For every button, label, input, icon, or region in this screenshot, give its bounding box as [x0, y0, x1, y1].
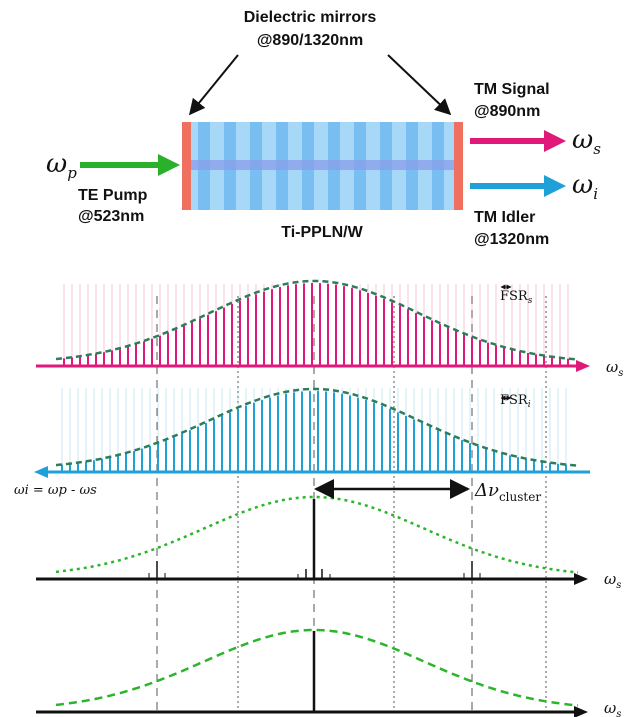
mirror-pointer-right-arrow	[387, 54, 452, 116]
idler-arrow-head	[544, 175, 566, 197]
signal-arrow-head	[544, 130, 566, 152]
idler-resonance-peaks	[61, 391, 567, 472]
single-envelope	[55, 628, 579, 707]
mirror-right	[454, 122, 463, 210]
signal-label-line2: @890nm	[474, 103, 540, 120]
idler-axis-relation: ωi = ωp - ωs	[14, 483, 97, 498]
signal-comb-panel: ωs FSRs	[36, 279, 623, 379]
single-axis-label: ωs	[604, 699, 621, 717]
idler-axis-arrow-head	[34, 466, 48, 478]
idler-omega-symbol: ωi	[572, 170, 598, 203]
cluster-spacing-label: Δνcluster	[474, 480, 541, 504]
pump-label-line1: TE Pump	[78, 187, 148, 204]
signal-fsr-label: FSRs	[500, 289, 533, 306]
idler-label-line1: TM Idler	[474, 209, 535, 226]
cluster-panel: ωs Δνcluster	[36, 479, 621, 591]
single-axis-arrow-head	[574, 706, 588, 717]
waveguide-crystal	[182, 122, 463, 210]
cluster-envelope	[55, 495, 579, 574]
cluster-axis-arrow-head	[574, 573, 588, 585]
mirror-left	[182, 122, 191, 210]
waveguide-label: Ti-PPLN/W	[281, 224, 363, 241]
idler-fsr-label: FSRi	[500, 393, 531, 410]
single-mode-panel: ωs	[36, 628, 621, 717]
idler-label-line2: @1320nm	[474, 231, 549, 248]
pump-label-line2: @523nm	[78, 208, 144, 225]
setup-schematic: Dielectric mirrors @890/1320nm Ti-PPLN/W…	[46, 9, 601, 248]
signal-label-line1: TM Signal	[474, 81, 550, 98]
pump-omega-symbol: ωp	[46, 149, 77, 182]
mirrors-label-line1: Dielectric mirrors	[244, 9, 377, 26]
pump-arrow-head	[158, 154, 180, 176]
mirrors-label-line2: @890/1320nm	[257, 32, 363, 49]
signal-envelope	[55, 279, 579, 361]
signal-axis-arrow-head	[576, 360, 590, 372]
signal-axis-label: ωs	[606, 358, 623, 379]
vertical-guide-lines	[156, 296, 547, 712]
cluster-axis-label: ωs	[604, 570, 621, 591]
mirror-pointer-left-arrow	[188, 54, 239, 116]
idler-envelope	[55, 387, 579, 467]
signal-resonance-peaks	[63, 283, 569, 366]
idler-comb-panel: ωi = ωp - ωs FSRi	[14, 387, 590, 498]
signal-background-lines	[63, 284, 569, 364]
signal-omega-symbol: ωs	[572, 125, 601, 158]
waveguide-channel	[190, 160, 455, 170]
cluster-peaks	[148, 499, 481, 579]
